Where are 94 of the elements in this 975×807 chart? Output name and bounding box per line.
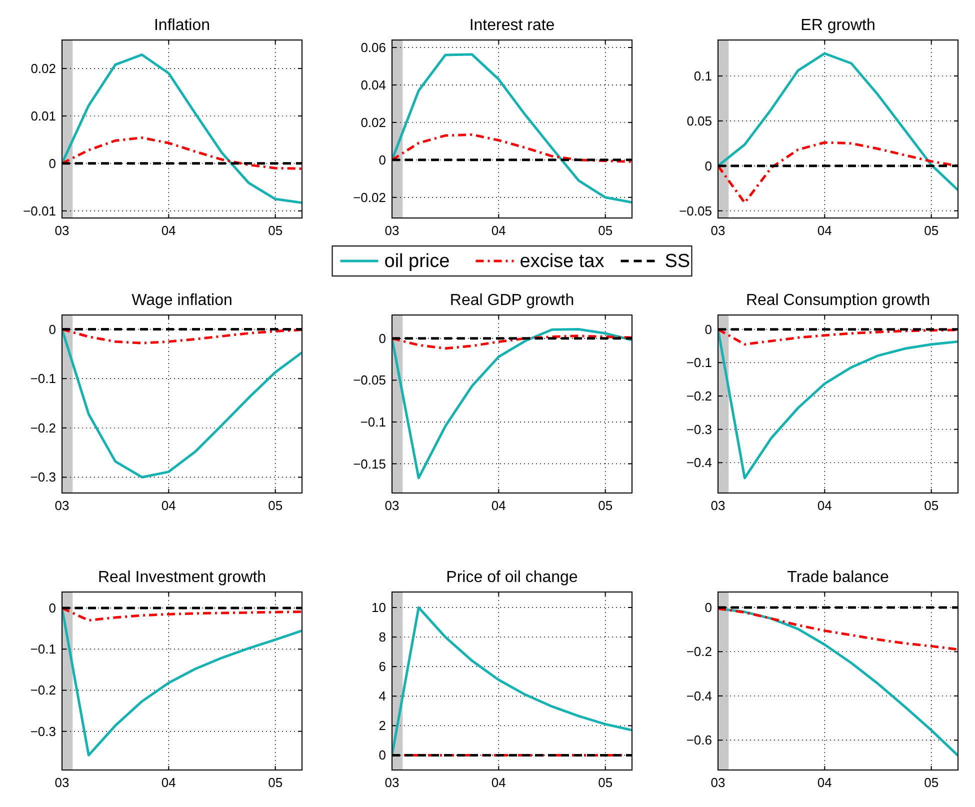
x-tick-label: 04	[161, 775, 176, 790]
line-series	[718, 141, 958, 204]
line-series	[392, 133, 632, 164]
y-tick-label: 10	[372, 600, 386, 616]
x-tick-label: 04	[491, 775, 506, 790]
line-series	[718, 607, 958, 651]
x-tick-label: 05	[598, 223, 613, 238]
line-series	[392, 53, 632, 204]
line-series	[392, 328, 632, 480]
y-tick-label: −0.2	[686, 644, 712, 660]
x-tick-label: 04	[491, 223, 506, 238]
y-tick-label: 0	[378, 330, 386, 346]
line-series	[62, 328, 302, 344]
y-tick-label: 0	[48, 156, 56, 171]
x-tick-label: 05	[924, 223, 939, 238]
y-tick-label: −0.02	[353, 190, 386, 205]
legend-label: SS	[664, 251, 690, 272]
y-tick-label: 0	[704, 322, 712, 337]
y-tick-label: −0.3	[30, 724, 56, 739]
x-tick-label: 05	[598, 498, 613, 513]
chart-title: Interest rate	[469, 17, 555, 34]
x-tick-label: 05	[924, 775, 939, 790]
x-tick-label: 04	[817, 223, 832, 238]
y-tick-label: −0.1	[360, 414, 386, 430]
y-tick-label: 0.01	[30, 108, 56, 124]
y-tick-label: −0.6	[686, 732, 712, 748]
x-tick-label: 03	[54, 223, 70, 238]
x-tick-label: 03	[384, 223, 400, 238]
chart-title: Real Investment growth	[98, 569, 266, 586]
line-series	[62, 328, 302, 478]
y-tick-label: 0	[48, 600, 56, 616]
line-series	[392, 334, 632, 350]
y-tick-label: −0.4	[686, 455, 712, 470]
x-tick-label: 04	[161, 223, 176, 238]
y-tick-label: −0.3	[686, 422, 712, 437]
y-tick-label: −0.05	[679, 203, 712, 218]
x-tick-label: 05	[268, 498, 283, 513]
x-tick-label: 05	[598, 775, 613, 790]
y-tick-label: 6	[378, 659, 386, 674]
y-tick-label: 0	[48, 322, 56, 337]
x-tick-label: 03	[54, 775, 70, 790]
y-tick-label: 0	[378, 152, 386, 168]
y-tick-label: −0.1	[686, 355, 712, 370]
y-tick-label: −0.01	[23, 203, 56, 218]
y-tick-label: −0.1	[30, 371, 56, 386]
y-tick-label: 0.02	[360, 114, 386, 130]
x-tick-label: 03	[384, 775, 400, 790]
x-tick-label: 04	[817, 775, 832, 790]
y-tick-label: −0.05	[353, 372, 386, 388]
y-tick-label: 2	[378, 718, 386, 734]
y-tick-label: −0.2	[30, 420, 56, 436]
chart-title: Trade balance	[787, 569, 889, 586]
x-tick-label: 03	[54, 498, 70, 513]
y-tick-label: 4	[378, 688, 386, 704]
x-tick-label: 04	[491, 498, 506, 513]
y-tick-label: 0	[704, 158, 712, 174]
x-tick-label: 04	[817, 498, 832, 513]
line-series	[62, 53, 302, 204]
y-tick-label: 0.04	[360, 77, 386, 92]
x-tick-label: 03	[710, 223, 726, 238]
x-tick-label: 05	[268, 223, 283, 238]
line-series	[718, 328, 958, 346]
x-tick-label: 03	[384, 498, 400, 513]
line-series	[718, 328, 958, 480]
x-tick-label: 04	[161, 498, 176, 513]
y-tick-label: 0.06	[360, 40, 386, 55]
x-tick-label: 05	[268, 775, 283, 790]
legend-label: excise tax	[520, 251, 605, 272]
chart-title: Real Consumption growth	[746, 292, 930, 309]
y-tick-label: −0.2	[30, 682, 56, 698]
y-tick-label: 0.05	[686, 113, 712, 128]
y-tick-label: 0	[378, 748, 386, 763]
legend-label: oil price	[384, 251, 450, 272]
y-tick-label: 0.02	[30, 60, 56, 76]
y-tick-label: 0.1	[694, 68, 712, 84]
chart-title: Wage inflation	[132, 292, 232, 309]
line-series	[718, 52, 958, 192]
chart-title: ER growth	[800, 17, 876, 34]
chart-title: Inflation	[154, 17, 210, 34]
chart-title: Price of oil change	[446, 569, 578, 586]
x-tick-label: 05	[924, 498, 939, 513]
y-tick-label: 8	[378, 630, 386, 645]
y-tick-label: −0.2	[686, 388, 712, 404]
y-tick-label: 0	[704, 600, 712, 615]
y-tick-label: −0.3	[30, 470, 56, 485]
y-tick-label: −0.4	[686, 688, 712, 704]
line-series	[62, 136, 302, 170]
line-series	[392, 606, 632, 756]
x-tick-label: 03	[710, 498, 726, 513]
y-tick-label: −0.15	[353, 456, 386, 472]
line-series	[62, 606, 302, 622]
y-tick-label: −0.1	[30, 642, 56, 657]
chart-title: Real GDP growth	[450, 292, 574, 309]
x-tick-label: 03	[710, 775, 726, 790]
